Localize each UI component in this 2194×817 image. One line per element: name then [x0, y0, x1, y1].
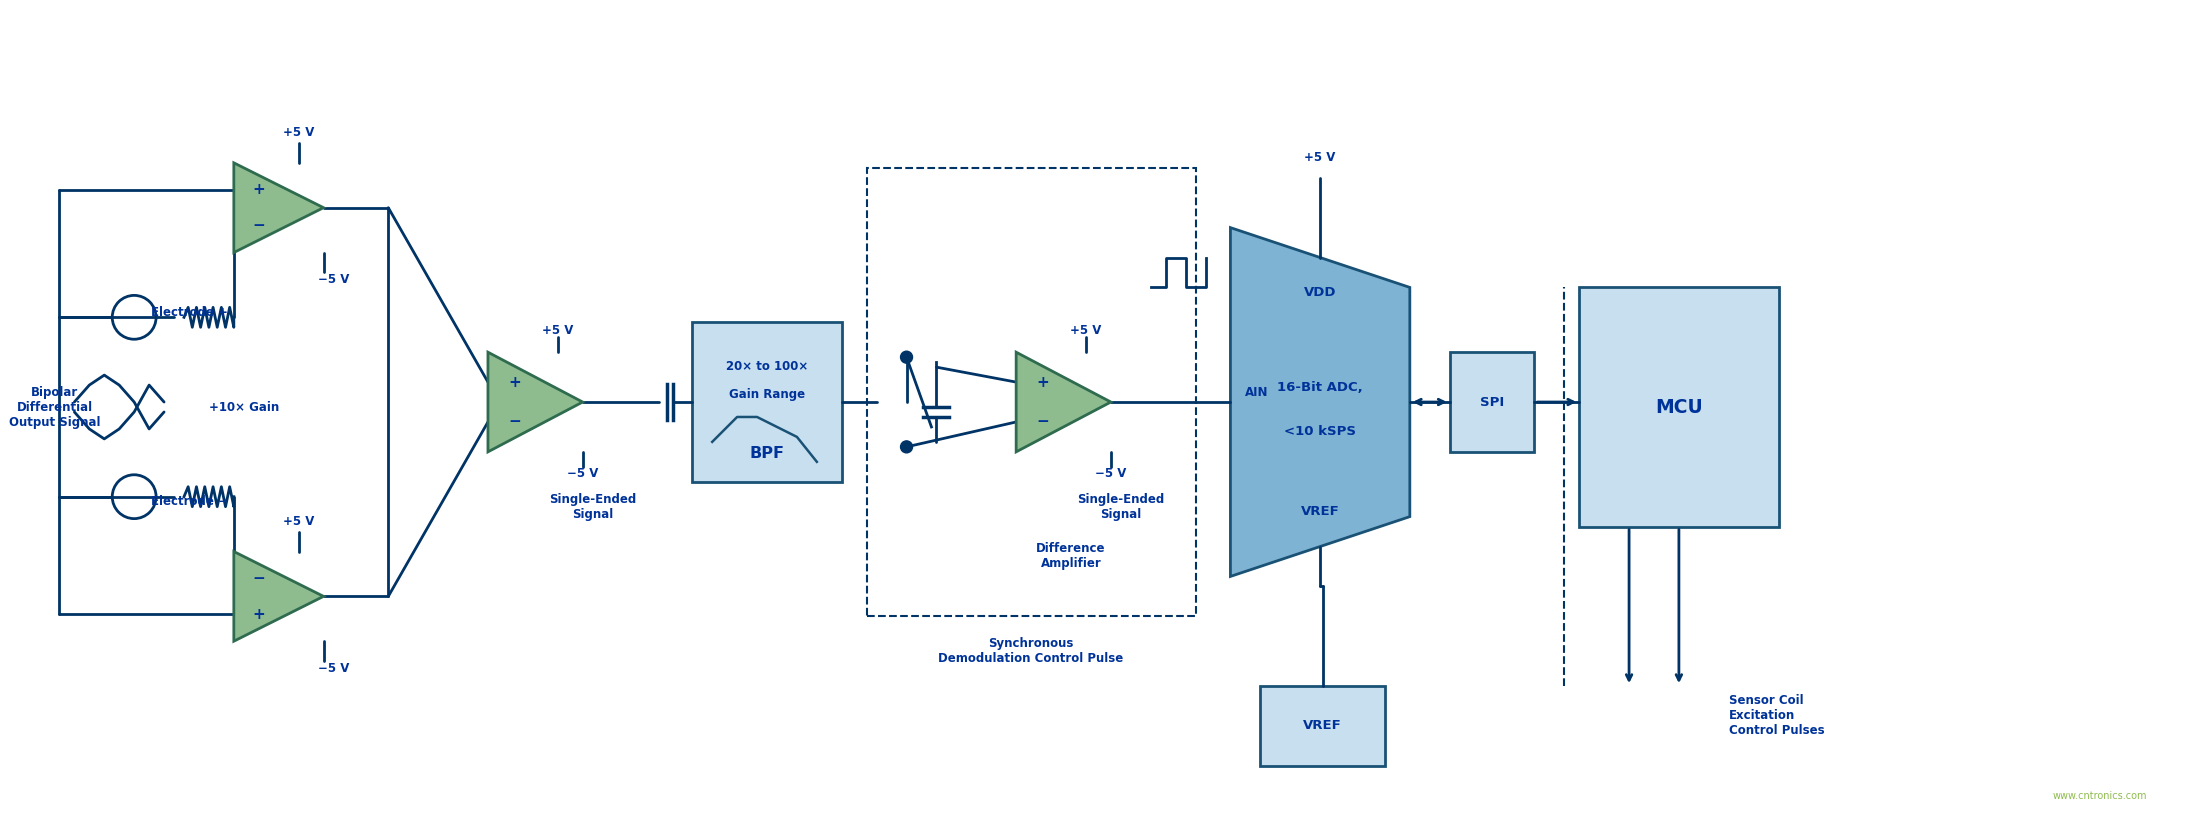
- Text: 16-Bit ADC,: 16-Bit ADC,: [1277, 381, 1362, 394]
- Text: <10 kSPS: <10 kSPS: [1283, 426, 1356, 439]
- Polygon shape: [1231, 228, 1411, 577]
- Text: −5 V: −5 V: [566, 467, 599, 480]
- Text: +5 V: +5 V: [1071, 324, 1101, 337]
- Text: Sensor Coil
Excitation
Control Pulses: Sensor Coil Excitation Control Pulses: [1729, 694, 1825, 738]
- Text: 20× to 100×: 20× to 100×: [726, 360, 807, 373]
- Polygon shape: [235, 163, 323, 252]
- Text: +5 V: +5 V: [1305, 151, 1336, 164]
- Text: Electrode −: Electrode −: [151, 495, 228, 508]
- Text: VREF: VREF: [1301, 505, 1341, 518]
- Polygon shape: [1016, 352, 1110, 452]
- Circle shape: [900, 351, 913, 363]
- Text: Synchronous
Demodulation Control Pulse: Synchronous Demodulation Control Pulse: [939, 637, 1123, 665]
- Text: Electrode +: Electrode +: [151, 306, 228, 319]
- Text: +5 V: +5 V: [542, 324, 573, 337]
- Text: Bipolar
Differential
Output Signal: Bipolar Differential Output Signal: [9, 386, 101, 428]
- Text: −5 V: −5 V: [318, 662, 349, 675]
- Circle shape: [900, 441, 913, 453]
- Text: Difference
Amplifier: Difference Amplifier: [1036, 542, 1106, 570]
- FancyBboxPatch shape: [1450, 352, 1534, 452]
- Text: Gain Range: Gain Range: [728, 387, 805, 400]
- Text: SPI: SPI: [1481, 395, 1505, 408]
- FancyBboxPatch shape: [693, 322, 842, 482]
- Text: www.cntronics.com: www.cntronics.com: [2054, 791, 2148, 801]
- Text: −: −: [252, 218, 265, 233]
- Polygon shape: [487, 352, 584, 452]
- Text: +: +: [509, 374, 522, 390]
- Text: +5 V: +5 V: [283, 127, 314, 140]
- FancyBboxPatch shape: [1259, 686, 1384, 766]
- Text: −: −: [252, 571, 265, 586]
- Text: VREF: VREF: [1303, 720, 1343, 732]
- Text: AIN: AIN: [1246, 386, 1268, 399]
- Bar: [867, 167, 1196, 616]
- Text: +: +: [252, 182, 265, 197]
- Text: Single-Ended
Signal: Single-Ended Signal: [1077, 493, 1165, 520]
- FancyBboxPatch shape: [1580, 288, 1779, 527]
- Text: Single-Ended
Signal: Single-Ended Signal: [548, 493, 636, 520]
- Text: +5 V: +5 V: [283, 515, 314, 528]
- Text: −5 V: −5 V: [1095, 467, 1126, 480]
- Text: VDD: VDD: [1303, 286, 1336, 299]
- Text: +10× Gain: +10× Gain: [208, 400, 279, 413]
- Polygon shape: [235, 551, 323, 641]
- Text: +: +: [1038, 374, 1049, 390]
- Text: −: −: [509, 414, 522, 430]
- Text: MCU: MCU: [1654, 398, 1703, 417]
- Text: +: +: [252, 607, 265, 622]
- Text: −: −: [1038, 414, 1049, 430]
- Text: −5 V: −5 V: [318, 273, 349, 286]
- Text: BPF: BPF: [750, 445, 785, 461]
